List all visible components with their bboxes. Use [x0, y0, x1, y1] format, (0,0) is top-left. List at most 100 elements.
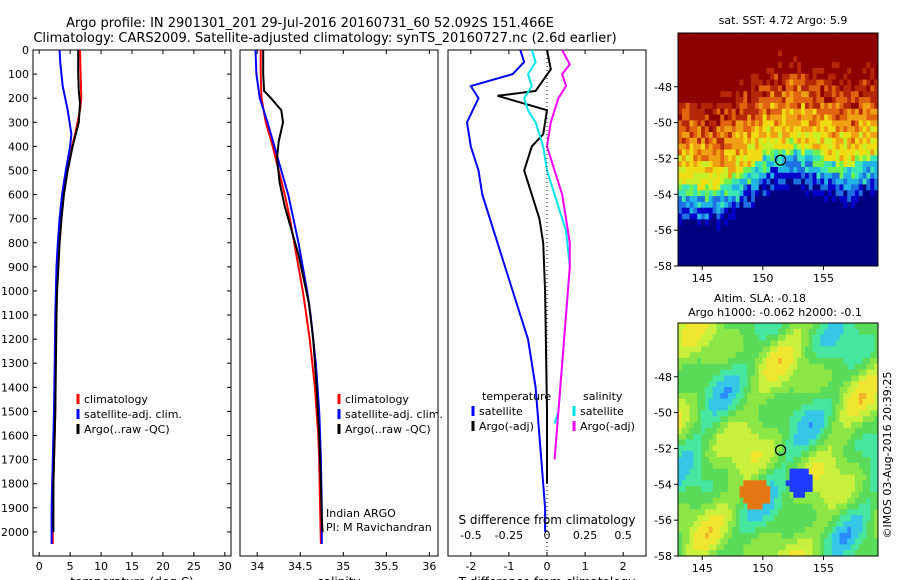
map-cell — [804, 190, 810, 197]
map-cell — [743, 79, 748, 86]
map-cell — [843, 503, 848, 510]
map-cell — [801, 62, 806, 69]
map-cell — [785, 468, 790, 475]
map-cell — [762, 85, 767, 92]
map-cell — [843, 334, 848, 341]
map-cell — [874, 328, 879, 336]
map-cell — [724, 50, 729, 57]
map-cell — [785, 108, 790, 115]
map-cell — [851, 184, 856, 191]
map-cell — [681, 387, 687, 394]
map-cell — [870, 468, 875, 475]
map-cell — [870, 521, 875, 528]
map-cell — [728, 538, 733, 545]
map-cell — [731, 486, 737, 493]
map-cell — [781, 357, 787, 365]
map-cell — [704, 404, 710, 411]
map-cell — [747, 486, 752, 493]
map-cell — [866, 427, 871, 435]
map-cell — [820, 132, 825, 139]
y-tick-label: 1700 — [1, 454, 29, 467]
x-tick-label-salinity-diff: -0.25 — [495, 529, 523, 542]
map-cell — [693, 213, 698, 220]
map-cell — [762, 161, 767, 168]
map-cell — [716, 50, 721, 57]
map-cell — [816, 398, 821, 405]
map-cell — [870, 532, 875, 539]
map-cell — [735, 526, 740, 534]
map-cell — [739, 410, 744, 417]
map-cell — [685, 97, 690, 104]
map-cell — [862, 166, 867, 174]
map-cell — [797, 79, 802, 86]
map-cell — [693, 352, 698, 359]
map-cell — [754, 544, 760, 551]
map-cell — [874, 375, 879, 382]
map-cell — [866, 85, 871, 92]
map-cell — [797, 532, 802, 539]
map-cell — [743, 491, 748, 499]
map-cell — [789, 143, 794, 150]
map-cell — [770, 260, 775, 267]
map-cell — [716, 491, 721, 499]
map-cell — [828, 410, 833, 417]
map-cell — [874, 538, 879, 545]
map-cell — [812, 509, 817, 516]
map-cell — [778, 404, 783, 411]
map-cell — [801, 56, 806, 63]
map-cell — [689, 334, 694, 341]
map-cell — [812, 196, 817, 203]
map-cell — [851, 480, 856, 487]
map-cell — [778, 462, 783, 470]
map-cell — [862, 433, 867, 440]
map-cell — [735, 474, 740, 481]
map-cell — [870, 334, 875, 341]
map-cell — [712, 120, 717, 127]
map-cell — [774, 544, 779, 551]
x-tick-label: 35 — [336, 560, 350, 573]
map-cell — [762, 474, 767, 481]
map-cell — [754, 137, 760, 145]
map-cell — [739, 196, 744, 203]
map-cell — [708, 73, 714, 81]
map-cell — [751, 225, 756, 232]
map-cell — [858, 363, 864, 370]
map-cell — [724, 515, 729, 522]
map-cell — [874, 38, 879, 46]
map-cell — [847, 521, 852, 528]
map-cell — [720, 544, 725, 551]
map-cell — [758, 363, 764, 370]
map-cell — [862, 50, 867, 57]
map-cell — [785, 260, 790, 267]
map-cell — [735, 427, 740, 435]
map-cell — [824, 410, 829, 417]
map-cell — [812, 201, 817, 209]
map-cell — [716, 416, 721, 423]
map-cell — [778, 161, 783, 168]
map-cell — [681, 97, 687, 104]
map-cell — [778, 474, 783, 481]
map-cell — [701, 126, 706, 133]
map-cell — [820, 44, 825, 51]
map-cell — [758, 254, 764, 261]
map-cell — [870, 480, 875, 487]
map-cell — [808, 97, 814, 104]
map-cell — [866, 242, 871, 249]
map-cell — [743, 50, 748, 57]
map-cell — [735, 404, 740, 411]
map-cell — [793, 439, 798, 446]
map-cell — [720, 538, 725, 545]
map-cell — [781, 515, 787, 522]
map-cell — [866, 91, 871, 98]
map-cell — [812, 404, 817, 411]
map-cell — [712, 166, 717, 174]
map-cell — [778, 231, 783, 238]
map-cell — [820, 474, 825, 481]
map-cell — [712, 56, 717, 63]
map-cell — [812, 242, 817, 249]
map-cell — [866, 410, 871, 417]
map-cell — [858, 369, 864, 376]
legend-entry: Argo(-adj) — [580, 420, 635, 433]
map-cell — [851, 497, 856, 504]
map-cell — [751, 363, 756, 370]
